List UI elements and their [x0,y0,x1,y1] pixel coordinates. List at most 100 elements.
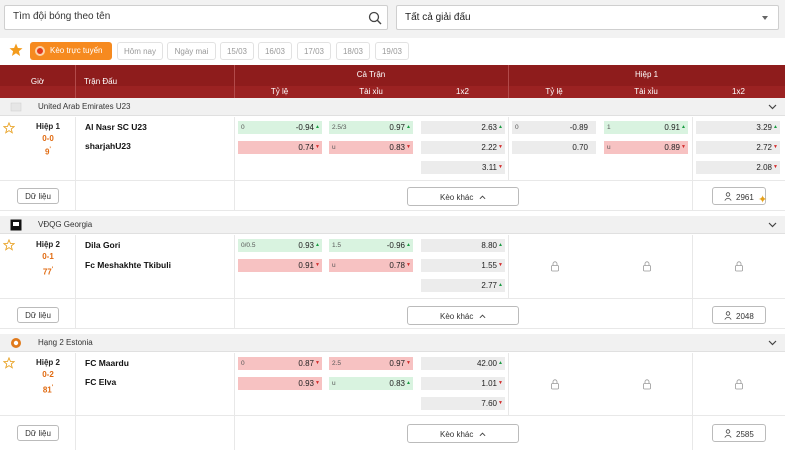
lock-icon [643,379,651,390]
odds-cell[interactable]: 2.22 ▼ [421,141,505,154]
divider [0,298,785,299]
chevron-down-icon[interactable] [768,102,777,111]
odds-cell[interactable]: 0/0.5 0.93 ▲ [238,239,322,252]
odds-cell[interactable]: 0.70 [512,141,596,154]
divider [0,415,785,416]
users-icon [724,192,732,201]
odds-cell[interactable]: 0.93 ▼ [238,377,322,390]
divider [508,235,509,298]
tab-date[interactable]: 18/03 [336,42,370,60]
match-block: Hiệp 2 0-1 77' Dila Gori Fc Meshakhte Tk… [0,235,785,329]
odds-cell[interactable]: 2.08 ▼ [696,161,780,174]
odds-cell[interactable]: 7.60 ▼ [421,397,505,410]
bet-count-button[interactable]: 2048 [712,306,766,324]
chevron-up-icon [479,432,486,437]
divider [234,235,235,329]
odds-cell[interactable]: 0.91 ▼ [238,259,322,272]
more-odds-button[interactable]: Kèo khác [407,187,519,206]
away-team: Fc Meshakhte Tkibuli [85,260,171,270]
odds-cell[interactable]: 0 0.87 ▼ [238,357,322,370]
favorite-star-icon[interactable] [3,357,15,369]
odds-cell[interactable]: 1.01 ▼ [421,377,505,390]
chevron-up-icon [479,195,486,200]
match-period: Hiệp 2 [35,358,60,367]
table-header [0,65,785,86]
favorite-star-icon[interactable] [3,239,15,251]
odds-cell[interactable]: 2.5 0.97 ▼ [329,357,413,370]
header-divider [75,65,76,98]
odds-cell[interactable]: u 0.83 ▼ [329,141,413,154]
league-name: Hạng 2 Estonia [38,338,93,347]
data-button[interactable]: Dữ liệu [17,425,59,441]
odds-cell[interactable]: 1.5 -0.96 ▲ [329,239,413,252]
odds-cell[interactable]: 2.72 ▼ [696,141,780,154]
divider [0,328,785,329]
search-input[interactable] [13,11,353,22]
tab-date[interactable]: 16/03 [258,42,292,60]
match-block: Hiệp 2 0-2 81' FC Maardu FC Elva 0 0.87 ▼ … [0,353,785,450]
odds-cell[interactable]: 2.63 ▲ [421,121,505,134]
bet-count-button[interactable]: 2961 [712,187,766,205]
league-row[interactable]: Hạng 2 Estonia [0,334,785,352]
odds-cell[interactable]: 0.74 ▼ [238,141,322,154]
away-team: sharjahU23 [85,141,131,151]
sparkle-icon: ✦ [758,194,768,206]
chevron-down-icon[interactable] [768,338,777,347]
header-match: Trận Đấu [84,77,118,86]
odds-cell[interactable]: u 0.89 ▼ [604,141,688,154]
more-odds-button[interactable]: Kèo khác [407,424,519,443]
favorites-star-icon[interactable] [9,43,23,57]
header-h1-1x2: 1x2 [732,87,745,96]
divider [75,235,76,329]
divider [692,235,693,329]
tab-date[interactable]: 19/03 [375,42,409,60]
more-odds-button[interactable]: Kèo khác [407,306,519,325]
odds-cell[interactable]: 0 -0.89 [512,121,596,134]
data-button[interactable]: Dữ liệu [17,188,59,204]
top-bar: Tất cả giải đấu [0,0,785,38]
header-time: Giờ [30,77,45,86]
league-row[interactable]: United Arab Emirates U23 [0,98,785,116]
search-icon[interactable] [367,10,383,26]
odds-cell[interactable]: 8.80 ▲ [421,239,505,252]
league-filter-select[interactable]: Tất cả giải đấu [396,5,779,30]
odds-cell[interactable]: u 0.78 ▼ [329,259,413,272]
match-score: 0-1 [42,252,54,261]
home-team: Dila Gori [85,240,121,250]
odds-cell[interactable]: 2.5/3 0.97 ▲ [329,121,413,134]
odds-cell[interactable]: 1 0.91 ▲ [604,121,688,134]
chevron-up-icon [479,314,486,319]
data-button[interactable]: Dữ liệu [17,307,59,323]
odds-cell[interactable]: 2.77 ▲ [421,279,505,292]
header-half1: Hiệp 1 [634,70,659,79]
odds-cell[interactable]: 3.11 ▼ [421,161,505,174]
match-score: 0-0 [42,134,54,143]
odds-cell[interactable]: 3.29 ▲ [696,121,780,134]
header-over-under: Tài xỉu [359,87,383,96]
match-minute: 81' [42,385,54,395]
bet-count-button[interactable]: 2585 [712,424,766,442]
tab-date[interactable]: 15/03 [220,42,254,60]
tab-today[interactable]: Hôm nay [117,42,163,60]
league-row[interactable]: VĐQG Georgia [0,216,785,234]
live-dot-icon [35,46,45,56]
home-team: Al Nasr SC U23 [85,122,147,132]
favorite-star-icon[interactable] [3,122,15,134]
league-logo-icon [11,338,21,348]
odds-cell[interactable]: u 0.83 ▲ [329,377,413,390]
match-block: Hiệp 1 0-0 9' Al Nasr SC U23 sharjahU23 … [0,117,785,211]
search-box[interactable] [4,5,388,30]
odds-cell[interactable]: 42.00 ▲ [421,357,505,370]
league-logo-icon [10,219,22,231]
chevron-down-icon[interactable] [768,220,777,229]
header-h1-over-under: Tài xỉu [634,87,658,96]
match-minute: 77' [42,267,54,277]
tab-tomorrow[interactable]: Ngày mai [167,42,216,60]
odds-cell[interactable]: 1.55 ▼ [421,259,505,272]
divider [508,117,509,180]
tab-date[interactable]: 17/03 [297,42,331,60]
tab-live-odds[interactable]: Kèo trực tuyến [30,42,112,60]
chevron-down-icon [762,16,768,20]
lock-icon [551,261,559,272]
odds-cell[interactable]: 0 -0.94 ▲ [238,121,322,134]
